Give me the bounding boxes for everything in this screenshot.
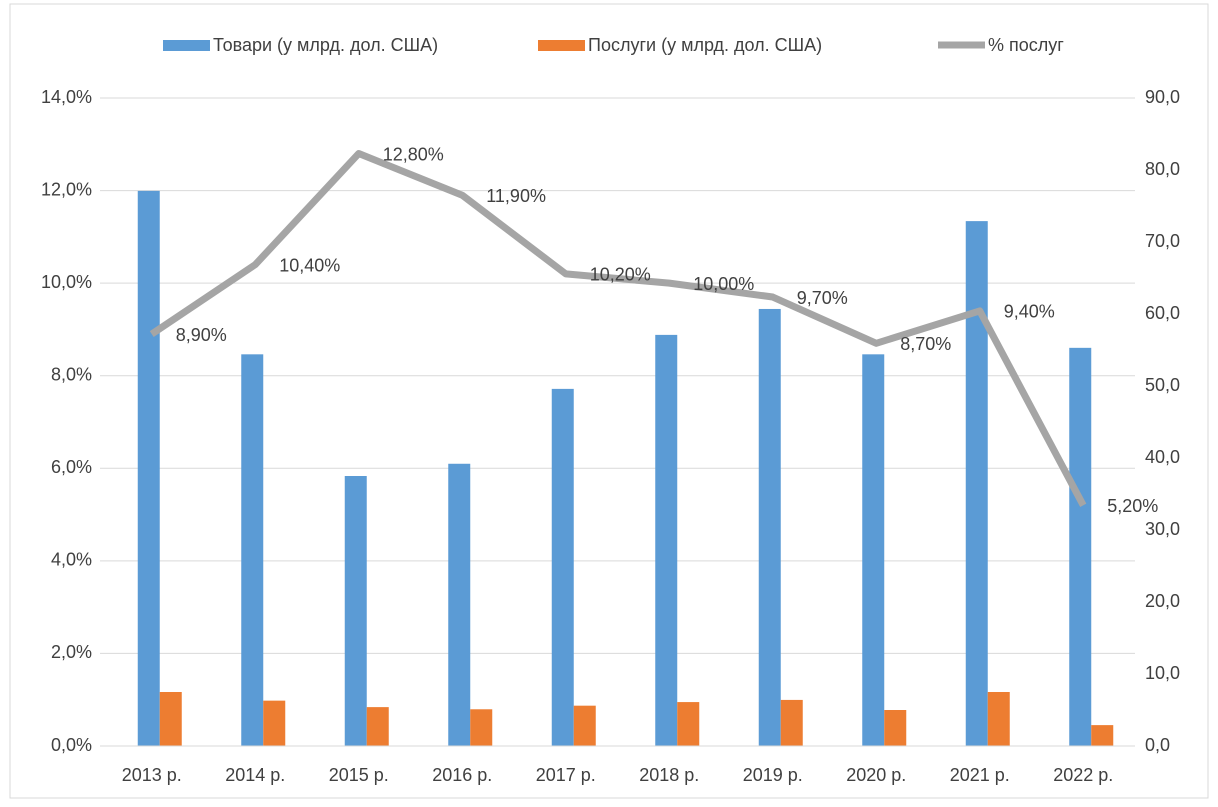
data-label: 11,90% bbox=[486, 186, 546, 206]
y2-tick-label: 30,0 bbox=[1145, 519, 1180, 539]
bar bbox=[758, 308, 781, 746]
y2-tick-label: 10,0 bbox=[1145, 663, 1180, 683]
y2-tick-label: 20,0 bbox=[1145, 591, 1180, 611]
x-tick-label: 2020 р. bbox=[846, 765, 906, 785]
y-tick-label: 8,0% bbox=[51, 364, 92, 384]
legend-swatch bbox=[538, 40, 585, 51]
x-tick-label: 2015 р. bbox=[329, 765, 389, 785]
bar bbox=[470, 709, 493, 746]
x-tick-label: 2021 р. bbox=[950, 765, 1010, 785]
bar bbox=[884, 710, 907, 746]
y2-tick-label: 50,0 bbox=[1145, 375, 1180, 395]
data-label: 9,40% bbox=[1004, 302, 1055, 322]
bar bbox=[655, 334, 678, 746]
data-label: 5,20% bbox=[1107, 496, 1158, 516]
bar bbox=[862, 354, 885, 746]
bar bbox=[1091, 725, 1114, 746]
y2-tick-label: 80,0 bbox=[1145, 159, 1180, 179]
bar bbox=[780, 699, 803, 746]
bar bbox=[448, 463, 471, 746]
chart-border bbox=[9, 3, 1209, 799]
bar bbox=[137, 190, 160, 746]
bar bbox=[573, 705, 596, 746]
data-label: 8,70% bbox=[900, 334, 951, 354]
y-tick-label: 0,0% bbox=[51, 735, 92, 755]
data-label: 8,90% bbox=[176, 325, 227, 345]
bar bbox=[965, 221, 988, 746]
y2-tick-label: 0,0 bbox=[1145, 735, 1170, 755]
bar bbox=[263, 700, 286, 746]
bar bbox=[241, 354, 264, 746]
bar bbox=[551, 388, 574, 746]
x-tick-label: 2013 р. bbox=[122, 765, 182, 785]
y2-tick-label: 90,0 bbox=[1145, 87, 1180, 107]
x-tick-label: 2018 р. bbox=[639, 765, 699, 785]
y2-tick-label: 40,0 bbox=[1145, 447, 1180, 467]
data-label: 10,40% bbox=[279, 255, 340, 275]
legend-label: Товари (у млрд. дол. США) bbox=[213, 35, 438, 55]
x-tick-label: 2014 р. bbox=[225, 765, 285, 785]
y2-tick-label: 60,0 bbox=[1145, 303, 1180, 323]
line bbox=[149, 150, 1087, 507]
y-tick-label: 10,0% bbox=[41, 272, 92, 292]
data-label: 9,70% bbox=[797, 288, 848, 308]
legend-swatch bbox=[163, 40, 210, 51]
bar bbox=[159, 692, 182, 746]
bar bbox=[366, 707, 389, 746]
data-label: 10,00% bbox=[693, 274, 754, 294]
y-tick-label: 6,0% bbox=[51, 457, 92, 477]
x-tick-label: 2022 р. bbox=[1053, 765, 1113, 785]
bar bbox=[987, 692, 1010, 746]
y-tick-label: 12,0% bbox=[41, 179, 92, 199]
bar bbox=[1069, 347, 1092, 746]
y-tick-label: 4,0% bbox=[51, 550, 92, 570]
y-tick-label: 14,0% bbox=[41, 87, 92, 107]
y2-tick-label: 70,0 bbox=[1145, 231, 1180, 251]
bar bbox=[677, 702, 700, 746]
legend-label: % послуг bbox=[988, 35, 1064, 55]
y-tick-label: 2,0% bbox=[51, 642, 92, 662]
bar bbox=[344, 476, 367, 746]
legend-label: Послуги (у млрд. дол. США) bbox=[588, 35, 822, 55]
data-label: 10,20% bbox=[590, 265, 651, 285]
x-tick-label: 2016 р. bbox=[432, 765, 492, 785]
data-label: 12,80% bbox=[383, 144, 444, 164]
x-tick-label: 2019 р. bbox=[743, 765, 803, 785]
x-tick-label: 2017 р. bbox=[536, 765, 596, 785]
